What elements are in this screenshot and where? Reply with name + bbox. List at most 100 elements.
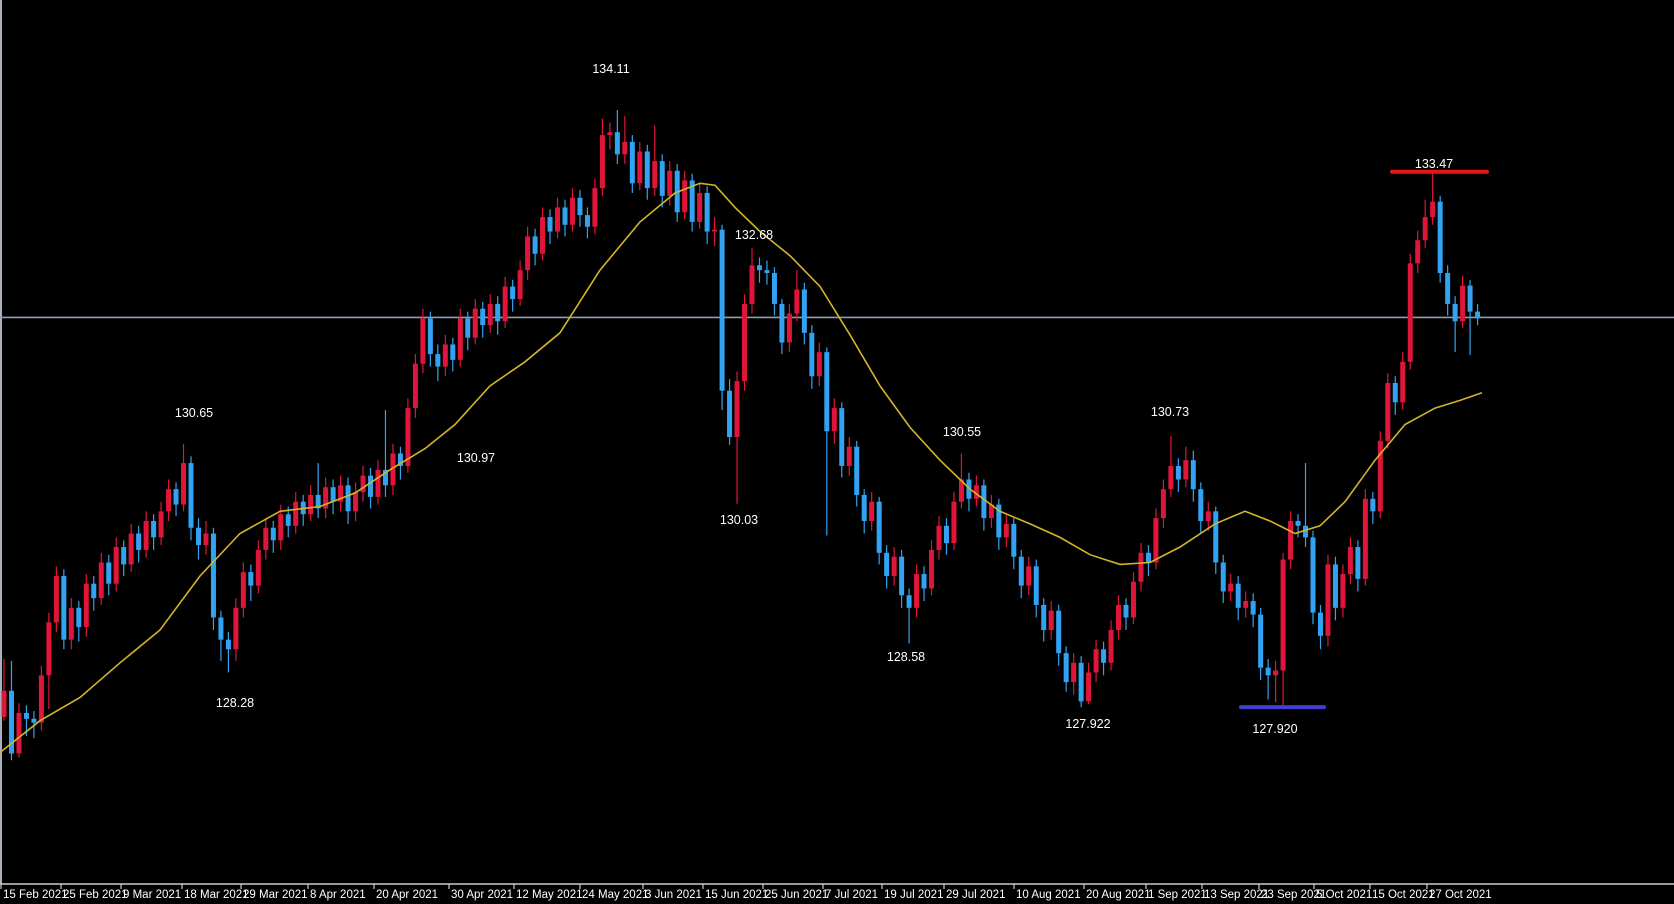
candle-body-bear (1056, 610, 1062, 654)
support-line[interactable] (1239, 705, 1326, 710)
candle-body-bull (1362, 498, 1368, 579)
candle-body-bear (510, 286, 516, 300)
candle-body-bear (1220, 562, 1226, 592)
candle-body-bear (876, 501, 882, 553)
price-annotation: 127.922 (1065, 717, 1110, 731)
candle-body-bull (1160, 489, 1166, 519)
candle-body-bear (465, 318, 471, 338)
candle-body-bear (779, 303, 785, 343)
candle-body-bull (1183, 460, 1189, 480)
candle-body-bull (667, 170, 673, 196)
candle-body-bull (472, 308, 478, 338)
candle-body-bear (532, 236, 538, 254)
candle-body-bull (742, 303, 748, 382)
candle-body-bull (936, 525, 942, 550)
candle-body-bear (368, 475, 374, 497)
candle-body-bull (16, 712, 22, 754)
x-axis-label: 10 Aug 2021 (1016, 889, 1081, 901)
candle-body-bear (884, 552, 890, 576)
candle-body-bear (1258, 614, 1264, 668)
candle-body-bull (278, 514, 284, 541)
x-axis-label: 30 Apr 2021 (451, 889, 513, 901)
candle-body-bull (1340, 574, 1346, 608)
candle-body-bear (1213, 511, 1219, 563)
candle-body-bull (846, 446, 852, 466)
candle-body-bull (255, 549, 261, 586)
candle-body-bull (891, 556, 897, 576)
candle-body-bull (240, 572, 246, 608)
candle-body-bull (831, 408, 837, 432)
candle-body-bear (1198, 489, 1204, 521)
x-axis-label: 15 Jun 2021 (705, 889, 768, 901)
x-axis-label: 3 Jun 2021 (645, 889, 702, 901)
candle-body-bear (764, 270, 770, 274)
candle-body-bull (1048, 610, 1054, 631)
x-axis-label: 7 Jul 2021 (825, 889, 878, 901)
price-annotation: 128.28 (216, 696, 254, 710)
candle-body-bull (749, 265, 755, 304)
candle-body-bull (622, 141, 628, 155)
candle-body-bull (1093, 649, 1099, 673)
candle-body-bear (659, 161, 665, 196)
candle-body-bull (263, 527, 269, 550)
candle-body-bear (861, 494, 867, 521)
x-axis-label: 15 Oct 2021 (1372, 889, 1435, 901)
candle-body-bear (1063, 653, 1069, 683)
candle-body-bear (218, 617, 224, 640)
candle-body-bull (958, 479, 964, 502)
candle-body-bull (1228, 583, 1234, 592)
candle-body-bull (599, 135, 605, 189)
candle-body-bear (315, 494, 321, 509)
candle-body-bear (1145, 552, 1151, 563)
candle-body-bull (1422, 217, 1428, 241)
candle-body-bull (1325, 564, 1331, 636)
candle-body-bear (727, 390, 733, 438)
candle-body-bull (457, 318, 463, 360)
candle-body-bear (397, 453, 403, 466)
price-annotation: 127.920 (1252, 722, 1297, 736)
candle-body-bull (1377, 440, 1383, 512)
candle-body-bull (420, 318, 426, 364)
candle-body-bull (1026, 566, 1032, 586)
x-axis-label: 20 Apr 2021 (376, 889, 438, 901)
candle-body-bear (225, 639, 231, 650)
candle-body-bull (46, 622, 52, 676)
candle-body-bear (61, 575, 67, 640)
candle-body-bear (136, 533, 142, 550)
candle-body-bear (1445, 273, 1451, 304)
candle-body-bear (1317, 612, 1323, 636)
candle-body-bull (555, 207, 561, 232)
candle-body-bear (1250, 601, 1256, 615)
candle-body-bear (577, 197, 583, 216)
candle-body-bear (435, 354, 441, 367)
candle-body-bull (487, 303, 493, 326)
candle-body-bear (704, 192, 710, 232)
candle-body-bear (899, 556, 905, 596)
candle-body-bear (345, 485, 351, 512)
candle-body-bear (981, 485, 987, 519)
candle-body-bull (652, 161, 658, 189)
candle-body-bear (689, 180, 695, 222)
candle-body-bull (929, 549, 935, 589)
price-annotation: 130.73 (1151, 405, 1189, 419)
candle-body-bull (83, 583, 89, 628)
candle-body-bull (1273, 670, 1279, 676)
candle-body-bear (23, 712, 29, 719)
candle-body-bull (951, 501, 957, 544)
candle-body-bull (405, 408, 411, 466)
candle-body-bear (480, 308, 486, 326)
candle-body-bull (786, 313, 792, 343)
candle-body-bear (824, 352, 830, 432)
candle-body-bull (1, 690, 7, 717)
candle-body-bull (1407, 263, 1413, 362)
resistance-line[interactable] (1390, 169, 1489, 174)
x-axis-label: 15 Feb 2021 (3, 889, 68, 901)
candle-body-bull (1108, 630, 1114, 663)
candle-body-bear (1452, 303, 1458, 322)
candle-body-bear (584, 215, 590, 227)
candle-body-bull (360, 475, 366, 493)
candle-body-bull (1400, 361, 1406, 403)
